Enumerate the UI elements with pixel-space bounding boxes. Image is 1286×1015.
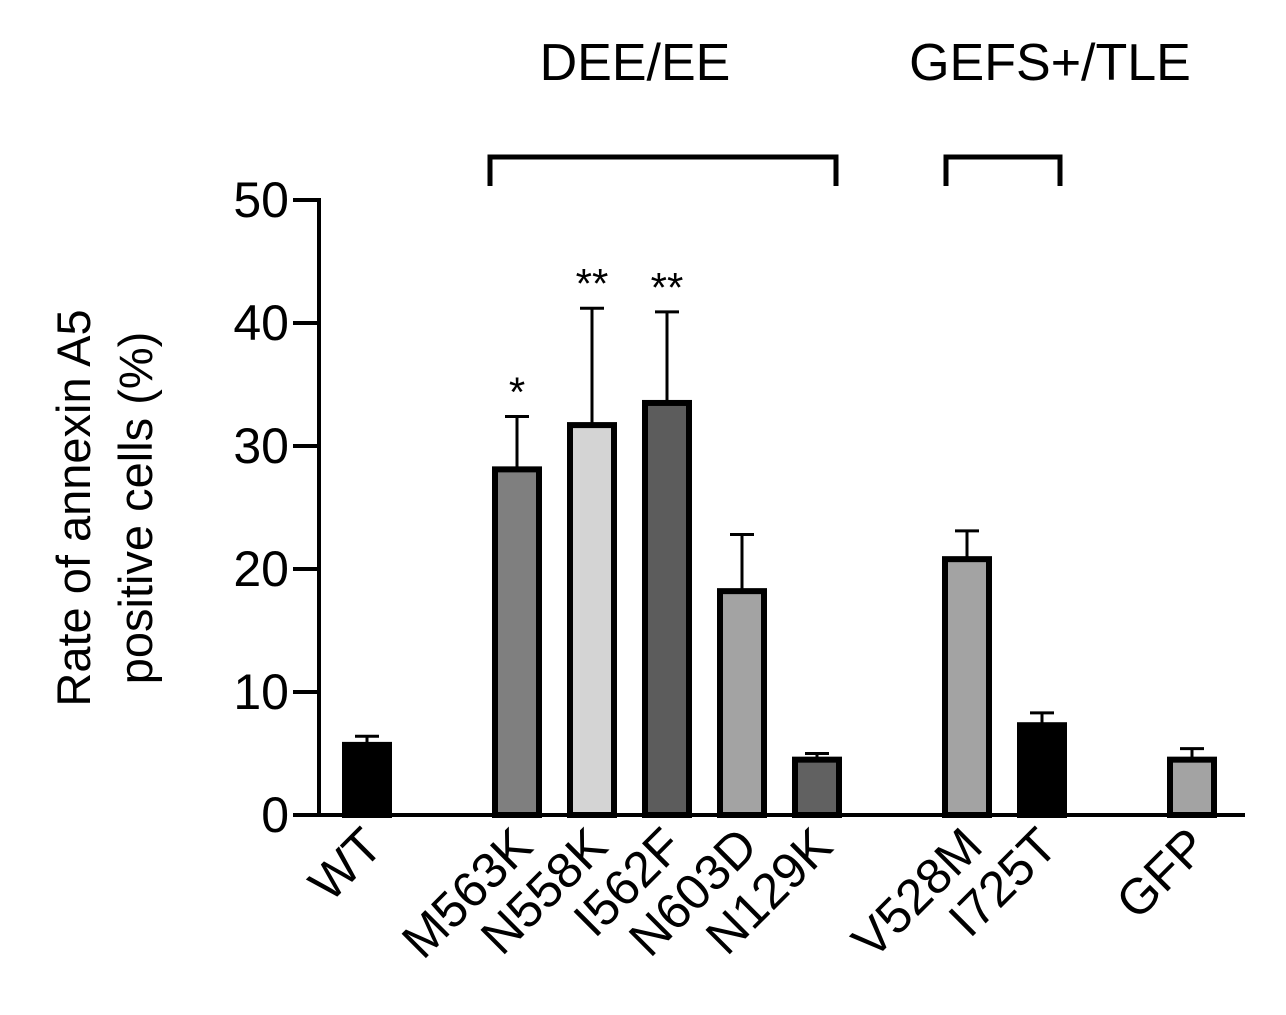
bar-n558k (567, 422, 617, 818)
y-tick-label: 50 (233, 172, 289, 228)
group-label: GEFS+/TLE (909, 34, 1191, 92)
x-tick-label: WT (298, 817, 393, 912)
y-tick-label: 0 (261, 787, 289, 843)
annotation-layer: *** **DEE/EE GEFS+/TLE (487, 34, 1191, 415)
y-tick-label: 10 (233, 664, 289, 720)
y-axis-label-line2: positive cells (%) (109, 332, 162, 685)
group-bracket (487, 154, 839, 186)
bar-wt (342, 741, 392, 819)
bars-layer (342, 306, 1217, 819)
bar-n603d (717, 588, 767, 819)
significance-marker: ** (576, 260, 609, 307)
significance-marker: ** (651, 264, 684, 311)
y-axis-label-line1: Rate of annexin A5 (47, 309, 100, 706)
y-tick-label: 30 (233, 418, 289, 474)
group-label: DEE/EE (540, 34, 731, 92)
bar-n129k (792, 756, 842, 819)
bar-m563k (492, 466, 542, 818)
axes-layer: 01020304050WTM563KN558KI562FN603DN129KV5… (233, 172, 1245, 969)
bar-v528m (942, 556, 992, 818)
y-tick-label: 40 (233, 295, 289, 351)
significance-marker: * (509, 368, 525, 415)
bar-gfp (1167, 756, 1217, 819)
group-bracket (943, 154, 1063, 186)
bar-i725t (1017, 722, 1067, 819)
y-tick-label: 20 (233, 541, 289, 597)
bar-i562f (642, 399, 692, 818)
x-tick-label: GFP (1105, 817, 1217, 929)
